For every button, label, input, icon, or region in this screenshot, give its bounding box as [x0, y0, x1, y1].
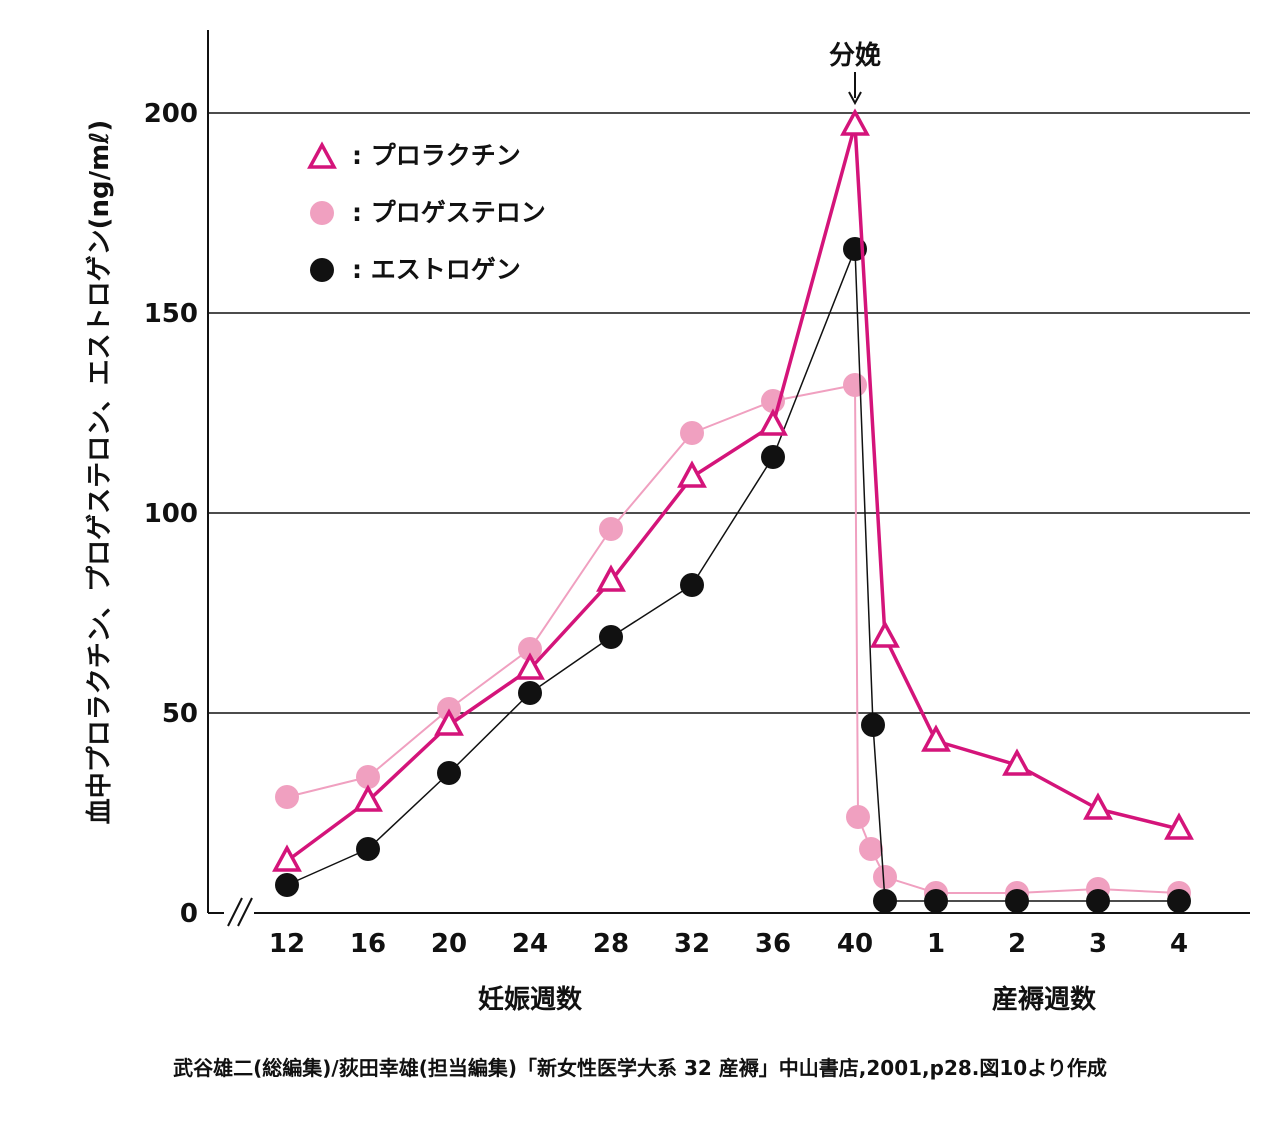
series-line [286, 384, 1180, 894]
data-point-circle [873, 865, 897, 889]
data-point-circle [1086, 889, 1110, 913]
data-point-circle [1005, 889, 1029, 913]
y-axis-title: 血中プロラクチン、プロゲステロン、エストロゲン(ng/mℓ) [85, 120, 115, 825]
data-point-circle [859, 837, 883, 861]
series-circle [275, 373, 1191, 905]
x-tick-label: 24 [512, 929, 548, 959]
axis-break-icon [224, 896, 254, 930]
legend-triangle-icon [307, 141, 337, 169]
data-point-circle [599, 625, 623, 649]
data-point-circle [680, 573, 704, 597]
data-point-triangle [758, 408, 788, 436]
series-triangle [272, 108, 1194, 872]
grid-lines [208, 112, 1250, 714]
y-tick-label: 200 [144, 99, 198, 129]
data-point-circle [599, 517, 623, 541]
data-point-circle [924, 889, 948, 913]
delivery-label: 分娩 [829, 41, 881, 71]
legend-item-progesterone: : プロゲステロン [310, 198, 546, 227]
data-point-circle [437, 761, 461, 785]
data-point-circle [356, 837, 380, 861]
data-point-triangle [870, 620, 900, 648]
data-point-triangle [596, 564, 626, 592]
data-point-triangle [353, 784, 383, 812]
delivery-arrow-icon [848, 91, 862, 106]
data-point-triangle [515, 652, 545, 680]
data-point-triangle [1164, 812, 1194, 840]
x-group-label-pregnancy: 妊娠週数 [478, 985, 583, 1015]
data-point-triangle [1083, 792, 1113, 820]
x-tick-label: 3 [1089, 929, 1107, 959]
data-point-circle [680, 421, 704, 445]
data-point-triangle [677, 460, 707, 488]
x-group-label-postpartum: 産褥週数 [992, 984, 1097, 1015]
data-point-triangle [434, 708, 464, 736]
axes [207, 30, 1250, 930]
x-tick-label: 40 [837, 929, 873, 959]
data-point-triangle [1002, 748, 1032, 776]
data-point-triangle [272, 844, 302, 872]
data-point-circle [861, 713, 885, 737]
data-point-triangle [840, 108, 870, 136]
x-tick-label: 20 [431, 929, 467, 959]
x-tick-label: 32 [674, 929, 710, 959]
data-point-circle [846, 805, 870, 829]
x-tick-label: 2 [1008, 929, 1026, 959]
legend-label-prolactin: : プロラクチン [352, 141, 521, 170]
series-filled-circle [275, 237, 1191, 913]
data-point-circle [356, 765, 380, 789]
data-point-circle [518, 637, 542, 661]
y-tick-label: 150 [144, 299, 198, 329]
data-point-circle [275, 873, 299, 897]
x-tick-labels: 12 16 20 24 28 32 36 40 1 2 3 4 [269, 929, 1188, 959]
y-tick-labels: 0 50 100 150 200 [144, 99, 198, 929]
data-point-circle [761, 445, 785, 469]
legend-label-progesterone: : プロゲステロン [352, 198, 546, 227]
x-tick-label: 36 [755, 929, 791, 959]
x-tick-label: 4 [1170, 929, 1188, 959]
series-layer [272, 108, 1194, 913]
legend-item-estrogen: : エストロゲン [310, 255, 521, 284]
data-point-circle [873, 889, 897, 913]
source-citation: 武谷雄二(総編集)/荻田幸雄(担当編集)「新女性医学大系 32 産褥」中山書店,… [173, 1056, 1107, 1080]
y-tick-label: 50 [162, 699, 198, 729]
legend-item-prolactin: : プロラクチン [307, 141, 521, 170]
legend-black-circle-icon [310, 258, 334, 282]
data-point-circle [843, 373, 867, 397]
x-tick-label: 12 [269, 929, 305, 959]
data-point-triangle [921, 724, 951, 752]
data-point-circle [518, 681, 542, 705]
data-point-circle [275, 785, 299, 809]
legend: : プロラクチン : プロゲステロン : エストロゲン [307, 141, 546, 284]
delivery-annotation: 分娩 [829, 41, 881, 106]
y-tick-label: 100 [144, 499, 198, 529]
data-point-circle [1167, 889, 1191, 913]
series-line [286, 248, 1179, 902]
x-tick-label: 16 [350, 929, 386, 959]
x-tick-label: 28 [593, 929, 629, 959]
x-tick-label: 1 [927, 929, 945, 959]
y-tick-label: 0 [180, 899, 198, 929]
legend-pink-circle-icon [310, 201, 334, 225]
legend-label-estrogen: : エストロゲン [352, 255, 521, 284]
series-line [285, 123, 1180, 863]
